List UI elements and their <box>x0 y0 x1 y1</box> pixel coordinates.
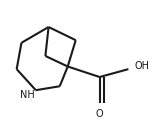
Text: OH: OH <box>135 61 150 72</box>
Text: NH: NH <box>20 90 35 100</box>
Text: O: O <box>96 109 104 119</box>
